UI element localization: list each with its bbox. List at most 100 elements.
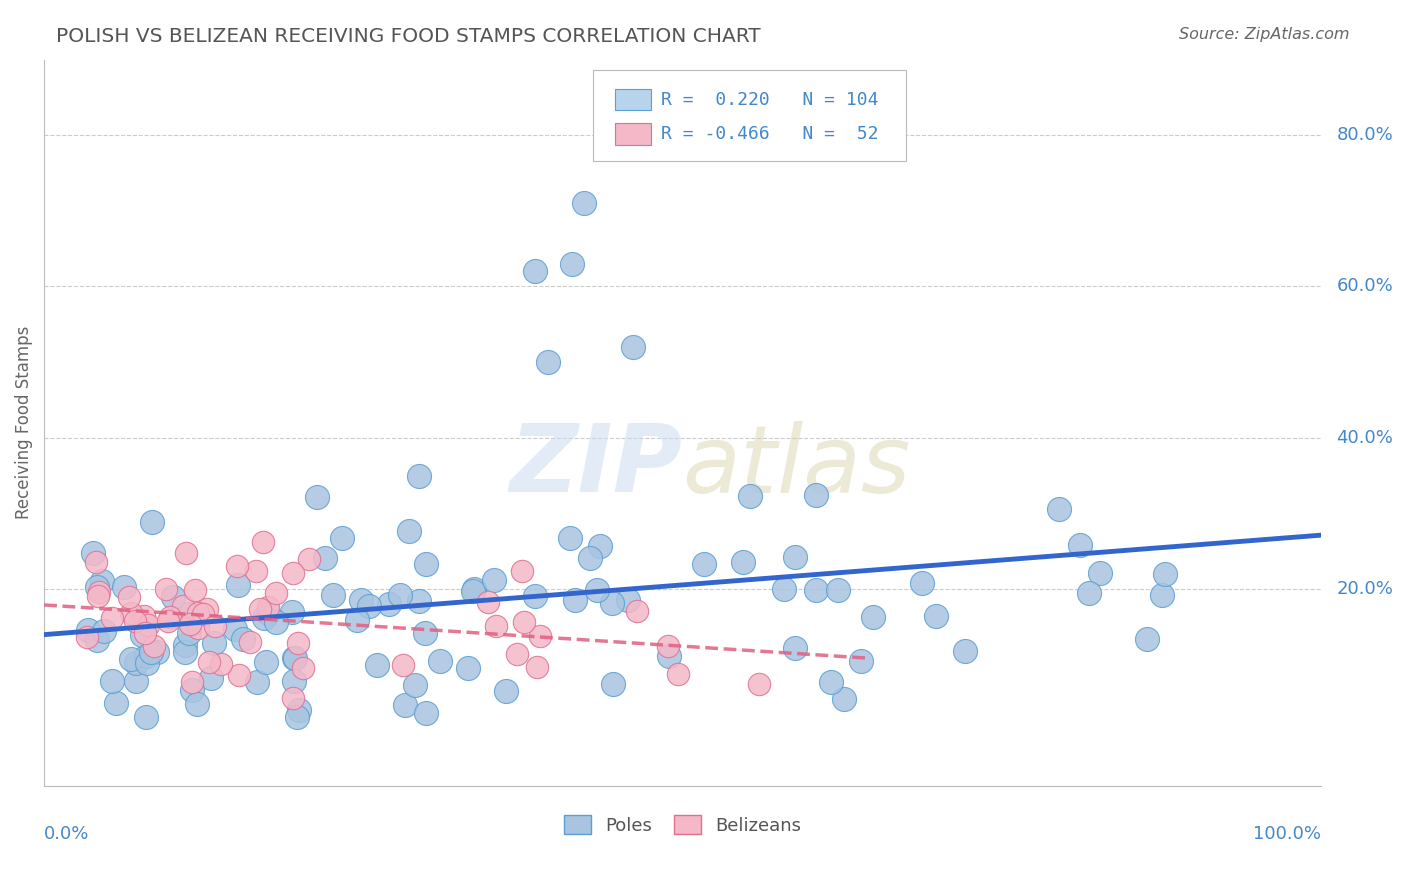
Point bbox=[623, 340, 645, 354]
Point bbox=[415, 558, 437, 572]
Legend: Poles, Belizeans: Poles, Belizeans bbox=[557, 808, 808, 842]
Point bbox=[911, 576, 934, 591]
Point bbox=[485, 619, 508, 633]
Point bbox=[388, 588, 411, 602]
Point bbox=[288, 703, 311, 717]
Point bbox=[224, 622, 246, 636]
Point bbox=[232, 632, 254, 646]
Point bbox=[1069, 538, 1091, 552]
Point bbox=[524, 264, 547, 278]
Point bbox=[285, 710, 308, 724]
Point bbox=[536, 355, 558, 369]
Point bbox=[226, 578, 249, 592]
Point bbox=[143, 639, 166, 653]
Point bbox=[132, 608, 155, 623]
Text: 20.0%: 20.0% bbox=[1336, 580, 1393, 598]
Point bbox=[173, 639, 195, 653]
Point bbox=[392, 658, 415, 673]
Point bbox=[457, 661, 479, 675]
Point bbox=[366, 657, 388, 672]
Point bbox=[585, 582, 607, 597]
Point bbox=[239, 635, 262, 649]
Point bbox=[86, 555, 108, 569]
Point bbox=[179, 607, 201, 621]
Point bbox=[602, 677, 624, 691]
Point bbox=[77, 623, 100, 637]
Point bbox=[463, 582, 485, 596]
Point bbox=[578, 550, 600, 565]
Point bbox=[1090, 566, 1112, 580]
Point bbox=[252, 534, 274, 549]
Point bbox=[136, 618, 159, 632]
Point bbox=[283, 650, 305, 665]
Point bbox=[832, 691, 855, 706]
FancyBboxPatch shape bbox=[614, 123, 651, 145]
Point bbox=[413, 625, 436, 640]
Point bbox=[495, 684, 517, 698]
FancyBboxPatch shape bbox=[593, 70, 905, 161]
Point bbox=[523, 590, 546, 604]
Point bbox=[264, 615, 287, 629]
Point bbox=[86, 632, 108, 647]
Point bbox=[925, 608, 948, 623]
Point bbox=[112, 581, 135, 595]
Point bbox=[120, 651, 142, 665]
Point bbox=[266, 586, 288, 600]
Point bbox=[87, 584, 110, 599]
Text: Source: ZipAtlas.com: Source: ZipAtlas.com bbox=[1180, 27, 1350, 42]
Point bbox=[657, 639, 679, 653]
Point bbox=[184, 582, 207, 597]
Point bbox=[733, 555, 755, 569]
Point bbox=[560, 531, 582, 545]
Point bbox=[155, 582, 177, 597]
Point bbox=[398, 524, 420, 538]
Point bbox=[198, 655, 221, 669]
Text: R =  0.220   N = 104: R = 0.220 N = 104 bbox=[661, 90, 879, 109]
Point bbox=[692, 557, 714, 571]
Point bbox=[429, 654, 451, 668]
Point bbox=[181, 682, 204, 697]
Text: R = -0.466   N =  52: R = -0.466 N = 52 bbox=[661, 125, 879, 143]
Point bbox=[176, 546, 198, 560]
Point bbox=[124, 614, 146, 628]
Point bbox=[298, 552, 321, 566]
Text: atlas: atlas bbox=[682, 421, 911, 512]
Text: 60.0%: 60.0% bbox=[1336, 277, 1393, 295]
Point bbox=[346, 613, 368, 627]
Point bbox=[953, 644, 976, 658]
Point bbox=[204, 619, 226, 633]
Point bbox=[202, 636, 225, 650]
Point bbox=[1153, 567, 1175, 582]
Point bbox=[804, 488, 827, 502]
Text: ZIP: ZIP bbox=[510, 420, 682, 512]
Point bbox=[101, 673, 124, 688]
Point bbox=[600, 596, 623, 610]
Point bbox=[284, 651, 307, 665]
Point bbox=[125, 674, 148, 689]
Point bbox=[159, 610, 181, 624]
Point bbox=[529, 629, 551, 643]
Point bbox=[187, 622, 209, 636]
Point bbox=[785, 550, 807, 565]
Point bbox=[145, 645, 167, 659]
Point bbox=[254, 655, 277, 669]
Point bbox=[526, 659, 548, 673]
Point bbox=[281, 566, 304, 580]
Point bbox=[246, 675, 269, 690]
Point bbox=[862, 610, 884, 624]
Point bbox=[512, 615, 534, 630]
Point bbox=[806, 583, 828, 598]
Point bbox=[104, 697, 127, 711]
Point bbox=[820, 675, 842, 690]
Point bbox=[76, 630, 98, 644]
Point bbox=[617, 592, 640, 607]
Point bbox=[783, 641, 806, 656]
Text: 80.0%: 80.0% bbox=[1336, 127, 1393, 145]
Point bbox=[141, 515, 163, 529]
Point bbox=[1136, 632, 1159, 647]
Point bbox=[564, 592, 586, 607]
Point bbox=[186, 697, 208, 711]
Point bbox=[322, 588, 344, 602]
Point bbox=[200, 671, 222, 685]
Point bbox=[179, 626, 201, 640]
